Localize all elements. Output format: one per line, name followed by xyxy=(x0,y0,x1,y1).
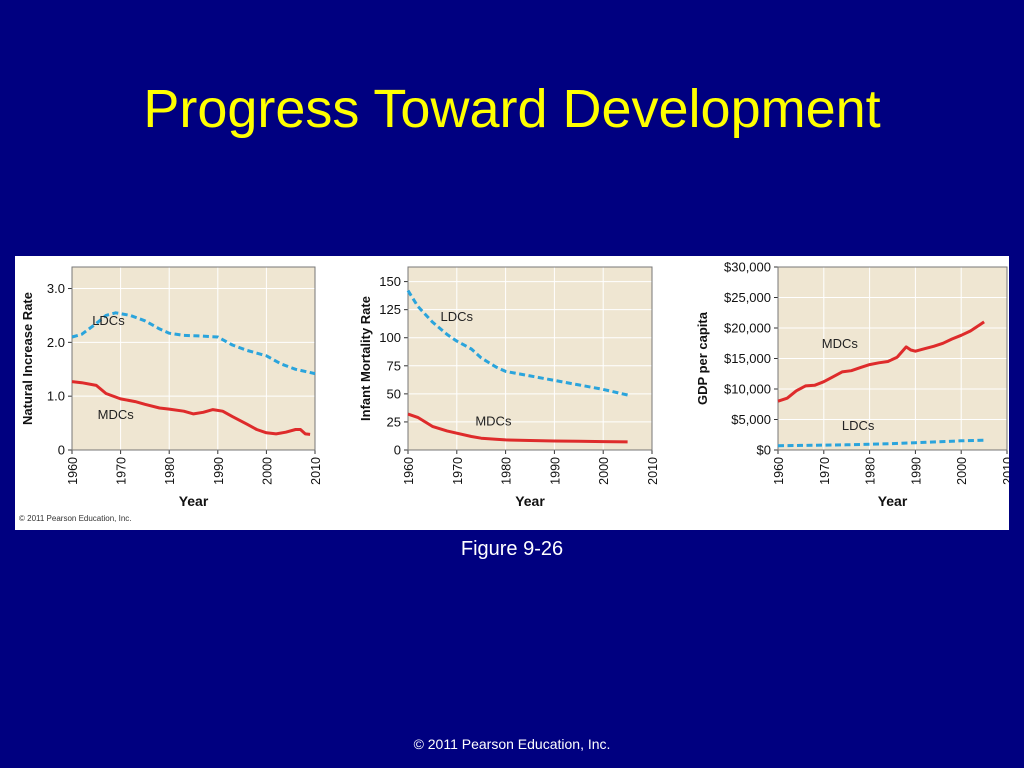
chart3-x-axis-label: Year xyxy=(878,493,908,509)
chart2-x-axis-label: Year xyxy=(515,493,545,509)
chart1-x-tick-label: 2010 xyxy=(309,457,323,485)
chart2-x-tick-label: 1980 xyxy=(500,457,514,485)
chart1-x-tick-label: 2000 xyxy=(260,457,274,485)
chart3-y-tick-label: $0 xyxy=(757,443,771,458)
chart1-y-tick-label: 0 xyxy=(58,443,65,458)
chart3-mdcs-line xyxy=(777,320,985,403)
chart2-y-tick-label: 75 xyxy=(387,358,401,373)
chart1-mdcs-label: MDCs xyxy=(98,407,135,422)
chart1-ldcs-label: LDCs xyxy=(92,313,125,328)
chart2-plot-frame xyxy=(407,266,653,451)
chart3-y-tick-label: $20,000 xyxy=(724,321,771,336)
chart3-x-tick-label: 1980 xyxy=(864,457,878,485)
figure-charts: 1960 1970 1980 1990 2000 2010 0 1.0 2.0 3.0 Year Na… xyxy=(19,260,1009,524)
chart2-x-tick-label: 1960 xyxy=(402,457,416,485)
chart3-mdcs-label: MDCs xyxy=(822,336,859,351)
chart3-plot-frame xyxy=(777,266,1008,451)
chart2-y-tick-label: 50 xyxy=(387,386,401,401)
chart3-x-tick-label: 2010 xyxy=(1001,457,1009,485)
chart1-x-tick-label: 1990 xyxy=(212,457,226,485)
footer-copyright: © 2011 Pearson Education, Inc. xyxy=(413,736,611,752)
chart1-x-tick-label: 1960 xyxy=(66,457,80,485)
chart2-plot-area xyxy=(407,266,653,451)
chart2-y-tick-label: 25 xyxy=(387,414,401,429)
chart3-y-tick-label: $30,000 xyxy=(724,260,771,275)
chart1-x-axis-label: Year xyxy=(179,493,209,509)
chart3-y-axis-label: GDP per capita xyxy=(695,311,710,405)
chart3-x-tick-label: 2000 xyxy=(955,457,969,485)
chart2-x-tick-label: 1990 xyxy=(548,457,562,485)
chart2-y-axis-label: Infant Mortality Rate xyxy=(358,296,373,421)
chart3-y-tick-label: $5,000 xyxy=(731,412,771,427)
chart1-y-tick-label: 1.0 xyxy=(47,389,65,404)
chart2-x-tick-label: 2010 xyxy=(646,457,660,485)
chart3-ldcs-line xyxy=(777,438,985,448)
chart1-x-tick-label: 1970 xyxy=(115,457,129,485)
chart2-mdcs-label: MDCs xyxy=(475,413,512,428)
chart2-y-tick-label: 0 xyxy=(394,443,401,458)
chart1-plot-frame xyxy=(71,266,316,451)
chart3-ldcs-label: LDCs xyxy=(842,418,875,433)
chart2-y-tick-label: 150 xyxy=(379,274,401,289)
slide-title: Progress Toward Development xyxy=(143,79,881,139)
chart1-x-tick-label: 1980 xyxy=(163,457,177,485)
chart3-x-tick-label: 1970 xyxy=(818,457,832,485)
figure-caption: Figure 9-26 xyxy=(460,538,564,560)
chart1-y-tick-label: 3.0 xyxy=(47,281,65,296)
chart1-plot-area xyxy=(71,266,316,451)
chart1-y-axis-label: Natural Increase Rate xyxy=(20,292,35,425)
chart1-y-tick-label: 2.0 xyxy=(47,335,65,350)
chart1-mdcs-line xyxy=(71,380,311,436)
chart3-y-tick-label: $15,000 xyxy=(724,351,771,366)
chart2-mdcs-line xyxy=(407,412,628,444)
figure-panel: 1960 1970 1980 1990 2000 2010 0 1.0 2.0 3.0 Year Na… xyxy=(15,256,1009,530)
chart2-x-tick-label: 2000 xyxy=(597,457,611,485)
chart3-x-tick-label: 1990 xyxy=(909,457,923,485)
chart2-x-tick-label: 1970 xyxy=(451,457,465,485)
chart3-y-tick-label: $10,000 xyxy=(724,382,771,397)
chart2-y-tick-label: 125 xyxy=(379,302,401,317)
chart1-ldcs-line xyxy=(71,311,316,376)
chart2-ldcs-line xyxy=(406,289,628,397)
chart3-y-tick-label: $25,000 xyxy=(724,290,771,305)
figure-credit: © 2011 Pearson Education, Inc. xyxy=(19,514,131,523)
chart2-y-tick-label: 100 xyxy=(379,330,401,345)
chart2-ldcs-label: LDCs xyxy=(441,309,474,324)
chart3-x-tick-label: 1960 xyxy=(772,457,786,485)
